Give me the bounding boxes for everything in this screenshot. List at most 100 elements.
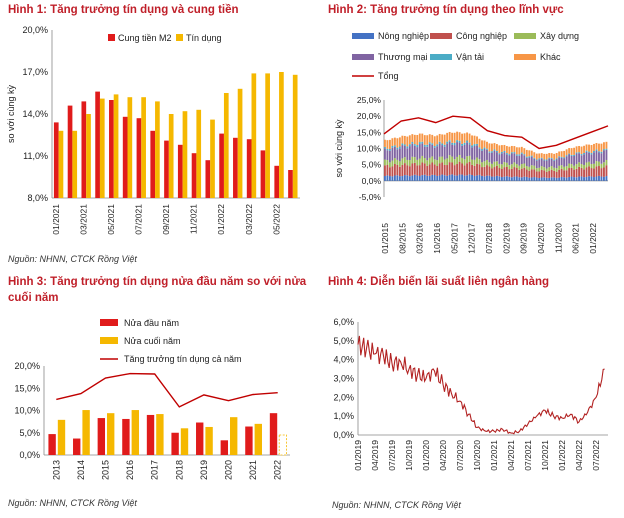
chart-2-bar-segment [523, 148, 526, 155]
chart-2-bar-segment [401, 135, 404, 144]
chart-4-y-tick-label: 6,0% [333, 317, 354, 327]
chart-2-bar-segment [498, 153, 501, 155]
chart-2-bar-segment [558, 157, 561, 166]
chart-2-x-tick-label: 07/2018 [484, 223, 494, 254]
chart-3-legend-total-label: Tăng trưởng tín dụng cả năm [124, 354, 242, 364]
chart-2-bar-segment [448, 141, 451, 156]
chart-1-bar-m2 [274, 165, 280, 198]
chart-3-bar-second-half [254, 423, 262, 455]
chart-2-bar-segment [538, 159, 541, 168]
chart-2-bar-segment [461, 163, 464, 175]
chart-2-bar-segment [590, 176, 593, 181]
chart-2-bar-segment [473, 135, 476, 145]
chart-2-bar-segment [553, 160, 556, 168]
chart-2-bar-segment [538, 158, 541, 160]
chart-4-title: Hình 4: Diễn biến lãi suất liên ngân hàn… [328, 276, 550, 288]
chart-2-bar-segment [578, 166, 580, 177]
chart-2-bar-segment [540, 158, 543, 167]
chart-2-bar-segment [468, 161, 471, 175]
chart-3-bar-first-half [97, 418, 106, 455]
chart-2-bar-segment [588, 176, 590, 181]
chart-2-bar-segment [483, 161, 486, 167]
chart-2-bar-segment [384, 175, 386, 181]
chart-1-legend-credit-label: Tín dụng [186, 33, 222, 43]
chart-4-x-tick-label: 07/2022 [591, 440, 601, 471]
chart-2-bar-segment [528, 166, 531, 171]
chart-2-bar-segment [471, 145, 473, 148]
chart-2-y-tick-label: 5,0% [362, 160, 382, 170]
chart-1-y-tick-label: 11,0% [23, 151, 48, 161]
chart-2-bar-segment [510, 152, 513, 154]
chart-2-bar-segment [520, 164, 523, 169]
chart-2-bar-segment [593, 150, 595, 153]
chart-2-bar-segment [603, 176, 605, 181]
chart-2-y-tick-label: 20,0% [357, 111, 382, 121]
chart-4-rate-line [357, 335, 605, 435]
chart-2-bar-segment [418, 144, 421, 159]
chart-2-bar-segment [416, 159, 419, 166]
chart-2-bar-segment [443, 164, 446, 176]
chart-2-x-tick-label: 11/2020 [553, 223, 563, 253]
chart-2-bar-segment [406, 146, 409, 149]
chart-3-x-tick-label: 2015 [101, 460, 111, 480]
chart-2-bar-segment [486, 159, 488, 166]
chart-2-bar-segment [433, 159, 436, 165]
chart-2-bar-segment [456, 156, 459, 164]
chart-2-bar-segment [476, 163, 478, 176]
chart-2-bar-segment [520, 177, 523, 181]
chart-2-bar-segment [391, 138, 394, 146]
chart-2-bar-segment [441, 156, 444, 163]
chart-2-bar-segment [533, 157, 536, 159]
chart-1-x-tick-label: 05/2021 [106, 204, 116, 235]
chart-2-bar-segment [600, 151, 603, 154]
chart-1-title: Hình 1: Tăng trưởng tín dụng và cung tiề… [8, 4, 239, 16]
chart-2-bar-segment [448, 174, 451, 181]
chart-2-bar-segment [426, 160, 429, 166]
chart-2-bar-segment [590, 153, 593, 155]
chart-2-bar-segment [545, 171, 548, 178]
chart-2-bar-segment [565, 156, 568, 167]
chart-2-bar-segment [560, 157, 563, 166]
chart-2-bar-segment [578, 162, 580, 167]
chart-1-bar-m2 [260, 150, 266, 198]
chart-2-bar-segment [513, 162, 516, 168]
chart-2-bar-segment [578, 152, 580, 154]
chart-2-bar-segment [451, 162, 454, 175]
chart-2-x-tick-label: 09/2019 [519, 223, 529, 254]
chart-3-x-tick-label: 2022 [273, 460, 283, 480]
chart-2-bar-segment [570, 176, 573, 181]
chart-2-bar-segment [423, 144, 426, 147]
chart-2-bar-segment [408, 176, 411, 181]
chart-2-legend-swatch-5 [514, 54, 536, 60]
chart-2-bar-segment [508, 169, 511, 177]
chart-2-bar-segment [393, 145, 396, 147]
chart-2-bar-segment [595, 150, 598, 162]
chart-2-bar-segment [421, 162, 424, 176]
chart-2-bar-segment [401, 145, 404, 159]
chart-2-bar-segment [528, 150, 531, 157]
chart-3-source: Nguồn: NHNN, CTCK Rồng Việt [8, 498, 137, 508]
chart-1-bar-m2 [122, 116, 128, 198]
chart-2-bar-segment [416, 134, 419, 146]
chart-2-bar-segment [530, 169, 533, 178]
chart-2-bar-segment [428, 142, 431, 144]
chart-3-bar-first-half [245, 426, 253, 455]
chart-2-bar-segment [456, 131, 459, 141]
chart-4-x-tick-label: 01/2019 [353, 440, 363, 471]
chart-2-bar-segment [558, 156, 561, 158]
chart-2-legend-label-0: Nông nghiệp [378, 31, 429, 41]
chart-2-bar-segment [446, 158, 449, 166]
chart-2-bar-segment [493, 150, 496, 162]
chart-2-bar-segment [458, 161, 461, 175]
chart-2-bar-segment [588, 161, 590, 167]
chart-3-legend-first-half-swatch [100, 319, 118, 326]
chart-2-bar-segment [528, 170, 531, 178]
chart-2-bar-segment [590, 168, 593, 177]
chart-1-bar-credit [182, 111, 188, 198]
chart-2-bar-segment [386, 160, 389, 166]
chart-3-total-line [56, 372, 278, 408]
chart-2-bar-segment [433, 147, 436, 160]
chart-2-bar-segment [406, 148, 409, 160]
chart-2-bar-segment [573, 169, 576, 178]
chart-2-bar-segment [481, 167, 483, 176]
